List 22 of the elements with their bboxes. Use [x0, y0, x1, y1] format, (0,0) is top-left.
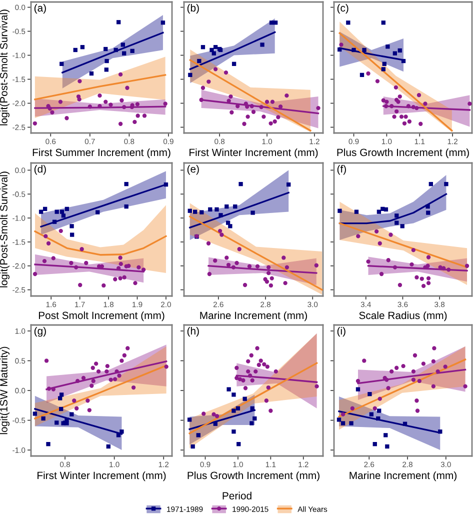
x-axis-title: First Winter Increment (mm)	[38, 471, 166, 482]
x-axis-title: Plus Growth Increment (mm)	[188, 471, 320, 482]
x-axis-title: First Winter Increment (mm)	[190, 148, 318, 158]
y-axis-title: logit(Post-Smolt Survival)	[0, 172, 10, 288]
chart-title: (a)	[34, 4, 46, 14]
chart-title: (i)	[337, 326, 346, 337]
chart-title: (f)	[337, 164, 346, 175]
y-axis-title: logit(Post-Smolt Survival)	[0, 10, 10, 126]
x-axis-title: First Summer Increment (mm)	[32, 148, 170, 158]
chart-title: (e)	[187, 164, 199, 175]
y-axis-title: logit(1SW Maturity)	[0, 346, 10, 434]
x-axis-title: Post Smolt Increment (mm)	[38, 311, 164, 322]
chart-title: (d)	[34, 164, 46, 175]
x-axis-title: Scale Radius (mm)	[359, 311, 447, 322]
chart-title: (b)	[187, 4, 199, 14]
chart-title: (g)	[34, 326, 46, 337]
chart-title: (c)	[337, 4, 348, 14]
chart-title: (h)	[187, 326, 199, 337]
x-axis-title: Marine Increment (mm)	[350, 471, 456, 482]
x-axis-title: Plus Growth Increment (mm)	[337, 148, 469, 158]
x-axis-title: Marine Increment (mm)	[200, 311, 307, 322]
legend-title: Period	[222, 492, 252, 500]
